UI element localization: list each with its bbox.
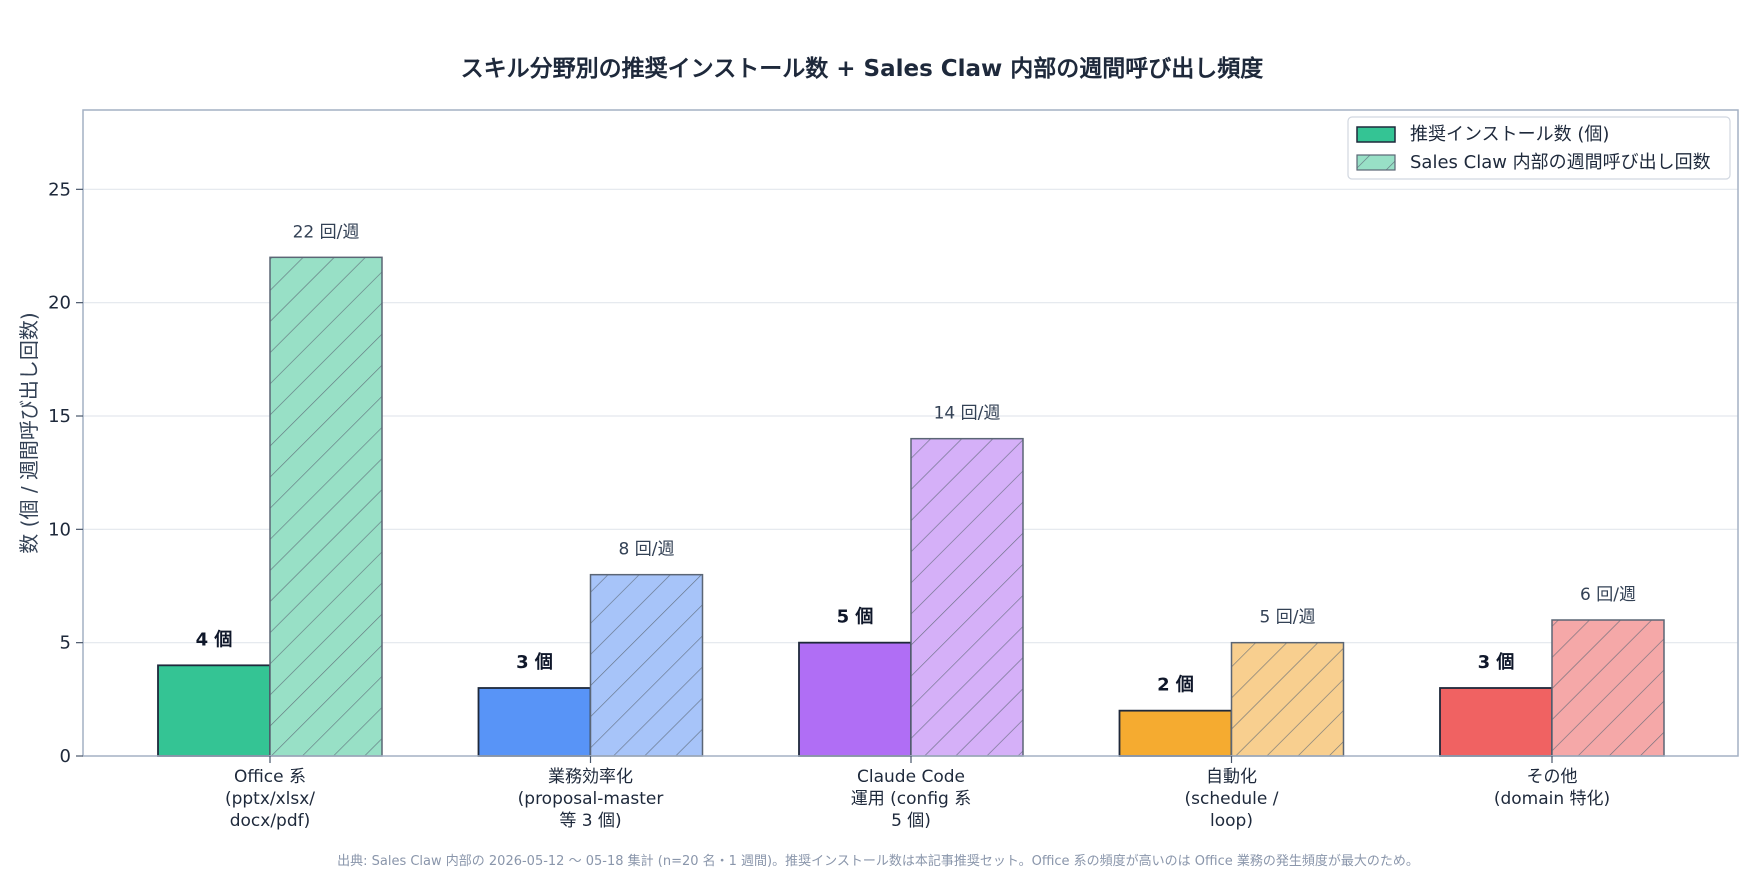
y-axis-label: 数 (個 / 週間呼び出し回数) (17, 312, 41, 553)
bar-install (798, 641, 912, 757)
data-label-install: 5 個 (837, 607, 874, 628)
bar-frequency-hatch (911, 438, 1023, 756)
legend-box (1347, 116, 1731, 180)
x-axis: Office 系(pptx/xlsx/docx/pdf) 業務効率化(propos… (225, 756, 1610, 831)
bar-frequency-hatch (270, 257, 382, 756)
bar-install (157, 664, 271, 757)
bar-frequency-hatch (1231, 642, 1344, 756)
bars: 4 個 22 回/週 3 個 8 回/週 5 個 14 回/週 2 個 5 回/週 3 個 6 回… (157, 222, 1665, 757)
x-tick-label-line: (domain 特化) (1494, 789, 1610, 809)
x-tick-label-line: (pptx/xlsx/ (225, 789, 315, 809)
x-tick-label: 業務効率化(proposal-master 等 3 個) (518, 767, 664, 831)
y-tick-label: 10 (48, 519, 71, 540)
bar-install (1439, 687, 1553, 757)
x-tick-label-line: Claude Code (857, 767, 965, 787)
x-tick-label-line: (proposal-master (518, 789, 664, 809)
legend-swatch-install (1356, 126, 1396, 143)
x-tick-label-line: Office 系 (234, 767, 306, 787)
bar-install (1118, 709, 1233, 757)
x-tick-label-line: (schedule / (1185, 789, 1279, 809)
data-label-install: 3 個 (1478, 652, 1515, 673)
bar-frequency-hatch (590, 574, 703, 756)
data-label-install: 4 個 (196, 629, 233, 650)
data-label-frequency: 14 回/週 (934, 404, 1001, 424)
x-tick-label: その他(domain 特化) (1494, 767, 1610, 809)
data-label-frequency: 6 回/週 (1580, 585, 1636, 605)
y-tick-label: 5 (60, 633, 71, 654)
y-axis: 0 5 10 15 20 25 (48, 179, 83, 767)
x-tick-label-line: docx/pdf) (230, 811, 311, 831)
x-tick-label: 自動化(schedule / loop) (1185, 767, 1279, 831)
y-tick-label: 20 (48, 293, 71, 314)
legend-swatch-frequency-hatch (1357, 155, 1395, 170)
y-tick-label: 0 (60, 746, 71, 767)
x-tick-label-line: loop) (1210, 811, 1253, 831)
data-label-frequency: 22 回/週 (293, 222, 360, 242)
source-note: 出典: Sales Claw 内部の 2026-05-12 〜 05-18 集計… (337, 853, 1419, 869)
data-label-frequency: 8 回/週 (619, 540, 675, 560)
x-tick-label-line: 等 3 個) (559, 811, 621, 831)
x-tick-label-line: 業務効率化 (548, 767, 633, 787)
x-tick-label-line: 運用 (config 系 (851, 789, 971, 809)
legend-label-frequency: Sales Claw 内部の週間呼び出し回数 (1410, 152, 1711, 173)
data-label-install: 2 個 (1157, 675, 1194, 696)
x-tick-label: Office 系(pptx/xlsx/docx/pdf) (225, 767, 315, 831)
bar-install (477, 687, 592, 757)
data-label-frequency: 5 回/週 (1260, 608, 1316, 628)
bar-frequency-hatch (1552, 620, 1664, 756)
legend-label-install: 推奨インストール数 (個) (1410, 124, 1609, 145)
y-tick-label: 15 (48, 406, 71, 427)
legend: 推奨インストール数 (個) Sales Claw 内部の週間呼び出し回数 (1347, 116, 1731, 180)
data-label-install: 3 個 (516, 652, 553, 673)
x-tick-label-line: その他 (1527, 767, 1578, 787)
chart-title: スキル分野別の推奨インストール数 + Sales Claw 内部の週間呼び出し頻… (461, 55, 1265, 82)
x-tick-label-line: 5 個) (891, 811, 931, 831)
y-tick-label: 25 (48, 179, 71, 200)
x-tick-label-line: 自動化 (1206, 767, 1257, 787)
